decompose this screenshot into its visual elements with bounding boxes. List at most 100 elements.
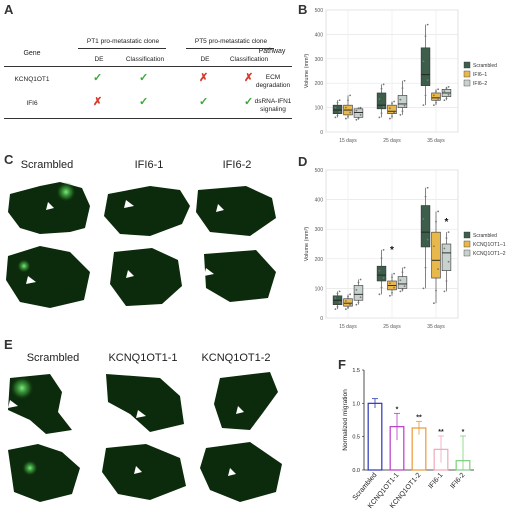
data-point xyxy=(399,98,402,101)
data-point xyxy=(435,90,437,93)
data-point xyxy=(357,301,360,304)
y-axis-label: Normalized migration xyxy=(342,389,349,451)
y-tick-label: 300 xyxy=(315,227,324,233)
data-point xyxy=(424,266,427,269)
tissue-c-2 xyxy=(104,186,190,236)
image-c-label-1: Scrambled xyxy=(20,159,74,171)
cross-icon: ✗ xyxy=(199,72,209,84)
y-tick-label: 0 xyxy=(320,130,323,136)
data-point xyxy=(338,99,341,102)
image-e-label-2: KCNQ1OT1-1 xyxy=(108,352,178,364)
y-tick-label: 1.0 xyxy=(352,401,360,407)
table-group-underline-2 xyxy=(186,48,274,49)
data-point xyxy=(345,300,347,302)
box xyxy=(353,285,364,301)
data-point xyxy=(334,116,337,119)
box xyxy=(376,92,387,110)
data-point xyxy=(347,306,349,309)
data-point xyxy=(349,94,351,97)
tissue-e-5 xyxy=(102,444,186,500)
data-point xyxy=(334,297,337,299)
box xyxy=(431,231,441,279)
image-e-label-3: KCNQ1OT1-2 xyxy=(201,352,271,364)
image-c-label-2: IFI6-1 xyxy=(134,159,164,171)
data-point xyxy=(422,287,425,290)
data-point xyxy=(336,101,339,104)
data-point xyxy=(389,107,391,110)
tissue-e-3 xyxy=(214,372,278,430)
data-point xyxy=(338,301,341,304)
data-point xyxy=(399,279,402,282)
table-row-pathway-ecm: ECM degradation xyxy=(250,74,296,90)
data-point xyxy=(336,306,339,308)
box xyxy=(420,205,431,248)
data-point xyxy=(380,257,383,259)
legend-swatch xyxy=(463,61,471,69)
microscopy-c xyxy=(6,182,276,308)
y-tick-label: 100 xyxy=(315,106,324,112)
x-tick-label: 35 days xyxy=(427,138,445,144)
data-point xyxy=(437,88,439,91)
y-tick-label: 200 xyxy=(315,81,324,87)
data-point xyxy=(359,278,362,281)
legend-label: Scrambled xyxy=(473,233,497,239)
x-tick-label: 35 days xyxy=(427,324,445,330)
panel-label-d: D xyxy=(298,154,308,169)
significance-star: * xyxy=(462,429,465,436)
y-tick-label: 400 xyxy=(315,198,324,204)
box xyxy=(431,92,441,101)
significance-star: ** xyxy=(438,429,444,436)
data-point xyxy=(393,100,395,103)
pathway-line: dsRNA-IFN1 xyxy=(254,98,292,105)
y-axis-label: Volume (mm³) xyxy=(304,227,310,262)
data-point xyxy=(382,277,385,279)
data-point xyxy=(403,266,406,269)
data-point xyxy=(355,118,358,121)
y-tick-label: 300 xyxy=(315,57,324,63)
check-icon: ✓ xyxy=(93,72,103,84)
data-point xyxy=(393,286,395,289)
box xyxy=(332,104,343,115)
data-point xyxy=(378,98,381,100)
box xyxy=(397,276,408,289)
chart-d: 0 100 200 300 400 500 15 days 25 days 35 days Vol… xyxy=(304,168,506,330)
data-point xyxy=(424,94,427,97)
check-icon: ✓ xyxy=(139,72,149,84)
data-point xyxy=(357,117,360,120)
x-tick-label: IFI6-1 xyxy=(427,472,444,491)
box xyxy=(387,104,397,115)
data-point xyxy=(433,245,435,248)
data-point xyxy=(435,101,437,104)
data-point xyxy=(399,290,402,293)
y-tick-label: 200 xyxy=(315,257,324,263)
data-point xyxy=(447,231,450,234)
data-point xyxy=(336,114,339,117)
data-point xyxy=(443,90,446,93)
data-point xyxy=(445,87,448,89)
cross-icon: ✗ xyxy=(244,72,254,84)
table-group-pt1: PT1 pro-metastatic clone xyxy=(86,38,160,45)
data-point xyxy=(359,114,362,116)
data-point xyxy=(403,104,406,107)
image-e-label-1: Scrambled xyxy=(26,352,80,364)
data-point xyxy=(380,112,383,114)
data-point xyxy=(447,85,450,88)
chart-b: 0 100 200 300 400 500 15 days 25 days 35 days Vol… xyxy=(304,8,497,144)
data-point xyxy=(357,281,360,284)
panel-label-a: A xyxy=(4,2,14,17)
data-point xyxy=(378,269,381,272)
legend-swatch xyxy=(463,231,471,239)
tissue-e-2 xyxy=(106,374,184,432)
significance-star: * xyxy=(390,245,394,256)
data-point xyxy=(447,260,450,263)
y-tick-label: 1.5 xyxy=(352,368,360,374)
data-point xyxy=(357,107,360,110)
data-point xyxy=(393,272,395,275)
data-point xyxy=(445,280,448,282)
microscopy-e xyxy=(8,372,282,502)
data-point xyxy=(399,114,402,116)
data-point xyxy=(393,111,395,114)
tissue-c-5 xyxy=(110,248,182,306)
legend-swatch xyxy=(463,70,471,78)
data-point xyxy=(443,290,446,293)
